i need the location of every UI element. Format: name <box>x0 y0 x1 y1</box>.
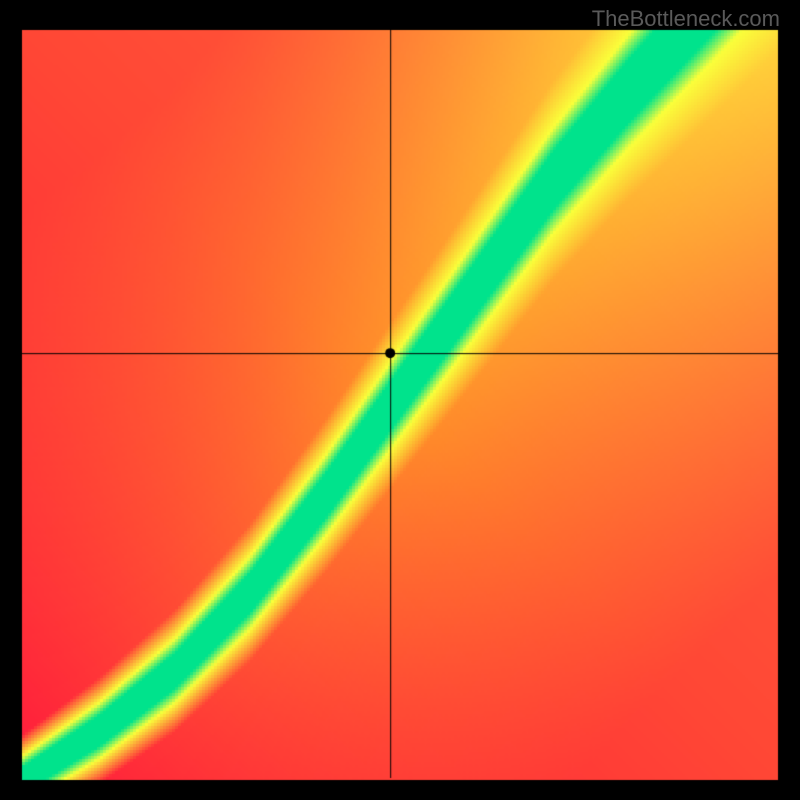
bottleneck-heatmap <box>0 0 800 800</box>
watermark-text: TheBottleneck.com <box>592 6 780 32</box>
